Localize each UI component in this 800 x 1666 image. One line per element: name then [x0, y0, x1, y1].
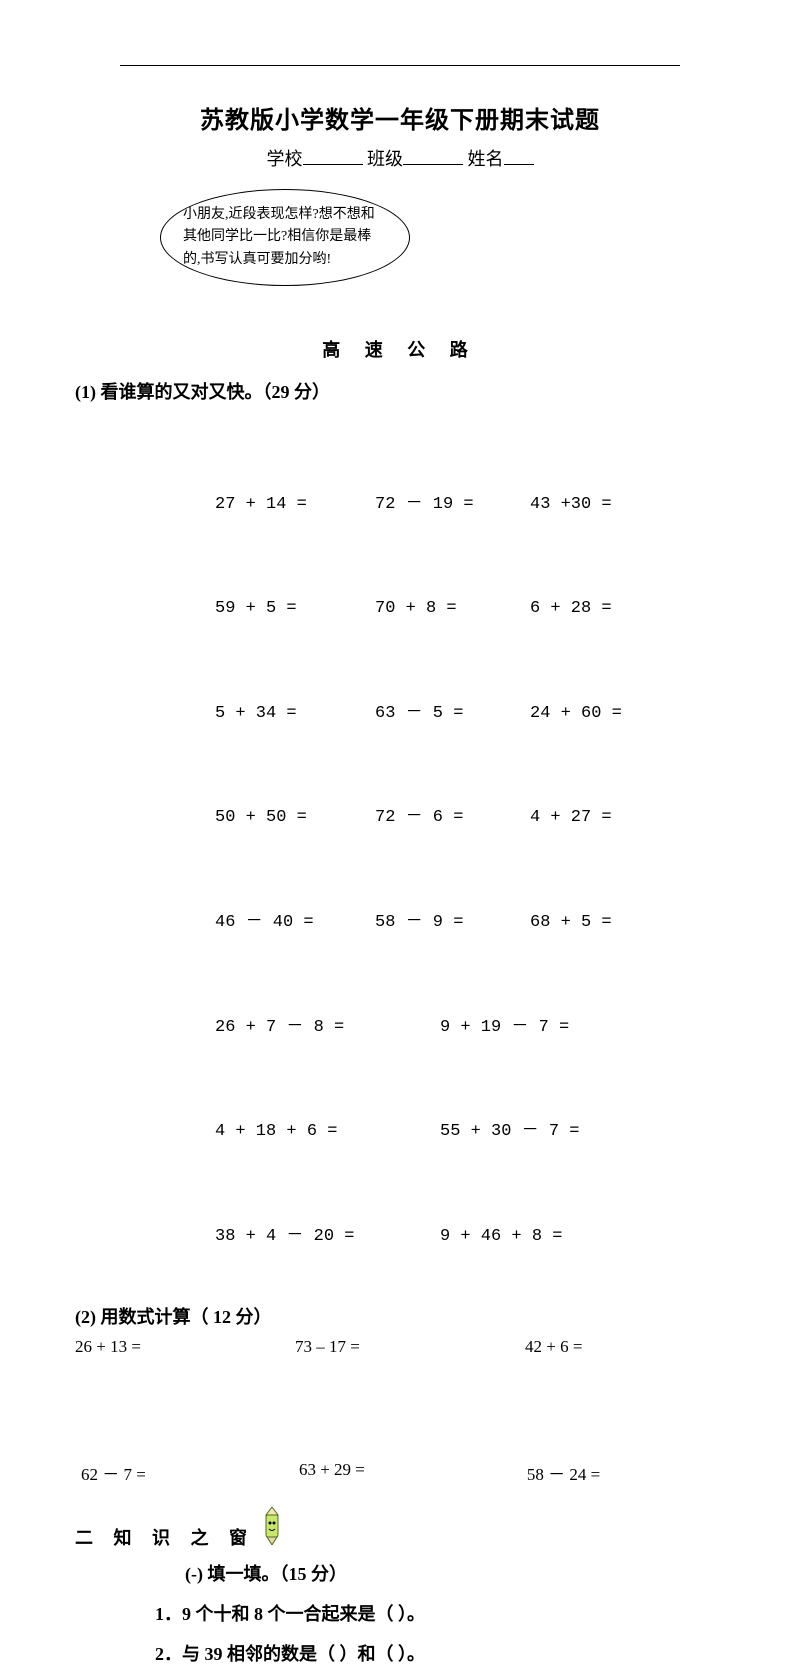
speech-bubble-wrap: 小朋友,近段表现怎样?想不想和其他同学比一比?相信你是最棒的,书写认真可要加分哟…	[160, 189, 410, 286]
pencil-icon	[259, 1507, 285, 1550]
calc-cell: 26 + 7 － 8 =	[215, 1011, 440, 1046]
section1-heading: 高 速 公 路	[75, 336, 725, 362]
calc-cell: 58 － 9 =	[375, 906, 530, 941]
calc-cell: 63 － 5 =	[375, 697, 530, 732]
section2-heading: 二 知 识 之 窗	[75, 1507, 725, 1550]
calc-row: 59 + 5 =70 + 8 =6 + 28 =	[215, 592, 725, 627]
calc-cell: 43 +30 =	[530, 488, 690, 523]
name-blank	[504, 147, 534, 165]
school-blank	[303, 147, 363, 165]
calc-cell: 63 + 29 =	[299, 1460, 527, 1485]
calc-cell: 9 + 46 + 8 =	[440, 1220, 665, 1255]
calc-cell: 58 － 24 =	[527, 1460, 725, 1485]
calc-grid: 27 + 14 =72 － 19 =43 +30 = 59 + 5 =70 + …	[215, 418, 725, 1289]
calc-row: 26 + 7 － 8 =9 + 19 － 7 =	[215, 1011, 725, 1046]
school-label: 学校	[267, 149, 303, 169]
calc-cell: 46 － 40 =	[215, 906, 375, 941]
calc-row: 4 + 18 + 6 =55 + 30 － 7 =	[215, 1115, 725, 1150]
calc-cell: 9 + 19 － 7 =	[440, 1011, 665, 1046]
calc-cell: 38 + 4 － 20 =	[215, 1220, 440, 1255]
section2-text: 二 知 识 之 窗	[75, 1524, 255, 1550]
name-label: 姓名	[468, 149, 504, 169]
calc-cell: 62 － 7 =	[81, 1460, 299, 1485]
calc-cell: 72 － 6 =	[375, 801, 530, 836]
calc-row: 38 + 4 － 20 =9 + 46 + 8 =	[215, 1220, 725, 1255]
calc-row: 5 + 34 =63 － 5 =24 + 60 =	[215, 697, 725, 732]
calc-cell: 72 － 19 =	[375, 488, 530, 523]
header-rule	[120, 65, 680, 66]
calc-cell: 70 + 8 =	[375, 592, 530, 627]
calc-row: 27 + 14 =72 － 19 =43 +30 =	[215, 488, 725, 523]
calc-cell: 50 + 50 =	[215, 801, 375, 836]
calc-cell: 26 + 13 =	[75, 1337, 295, 1357]
calc-cell: 4 + 18 + 6 =	[215, 1115, 440, 1150]
calc-cell: 68 + 5 =	[530, 906, 690, 941]
wide-row-a: 26 + 13 = 73 – 17 = 42 + 6 =	[75, 1337, 725, 1357]
q2-title: (2) 用数式计算（ 12 分）	[75, 1303, 725, 1329]
q1-title: (1) 看谁算的又对又快。（29 分）	[75, 378, 725, 404]
sub-title: (-) 填一填。（15 分）	[185, 1560, 725, 1586]
class-blank	[403, 147, 463, 165]
calc-cell: 24 + 60 =	[530, 697, 690, 732]
calc-cell: 73 – 17 =	[295, 1337, 525, 1357]
calc-row: 46 － 40 =58 － 9 =68 + 5 =	[215, 906, 725, 941]
class-label: 班级	[367, 149, 403, 169]
calc-cell: 27 + 14 =	[215, 488, 375, 523]
work-space	[75, 1357, 725, 1452]
calc-cell: 42 + 6 =	[525, 1337, 725, 1357]
speech-bubble: 小朋友,近段表现怎样?想不想和其他同学比一比?相信你是最棒的,书写认真可要加分哟…	[160, 189, 410, 286]
calc-cell: 59 + 5 =	[215, 592, 375, 627]
page-title: 苏教版小学数学一年级下册期末试题	[75, 100, 725, 135]
calc-cell: 6 + 28 =	[530, 592, 690, 627]
fill-item: 1．9 个十和 8 个一合起来是（ ）。	[155, 1600, 725, 1626]
calc-row: 50 + 50 =72 － 6 =4 + 27 =	[215, 801, 725, 836]
calc-cell: 55 + 30 － 7 =	[440, 1115, 665, 1150]
calc-cell: 4 + 27 =	[530, 801, 690, 836]
fill-item: 2．与 39 相邻的数是（ ）和（ ）。	[155, 1640, 725, 1666]
calc-cell: 5 + 34 =	[215, 697, 375, 732]
wide-row-b: 62 － 7 = 63 + 29 = 58 － 24 =	[75, 1460, 725, 1485]
student-info-line: 学校 班级 姓名	[75, 145, 725, 171]
